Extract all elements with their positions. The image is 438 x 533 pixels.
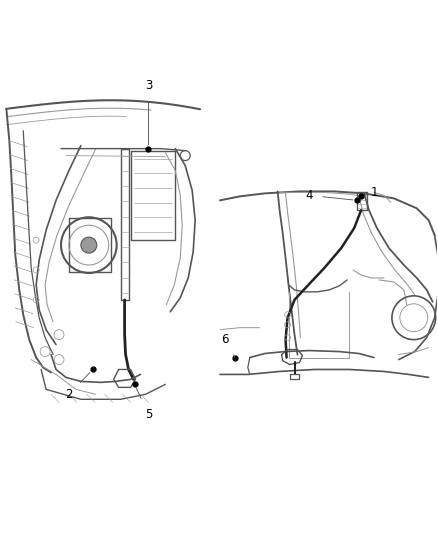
Text: 4: 4 [306,189,353,202]
Text: 1: 1 [365,186,378,199]
Text: 5: 5 [136,388,152,421]
Circle shape [81,237,97,253]
Text: 6: 6 [221,333,235,358]
Text: 3: 3 [145,79,152,144]
Text: 2: 2 [65,373,90,401]
